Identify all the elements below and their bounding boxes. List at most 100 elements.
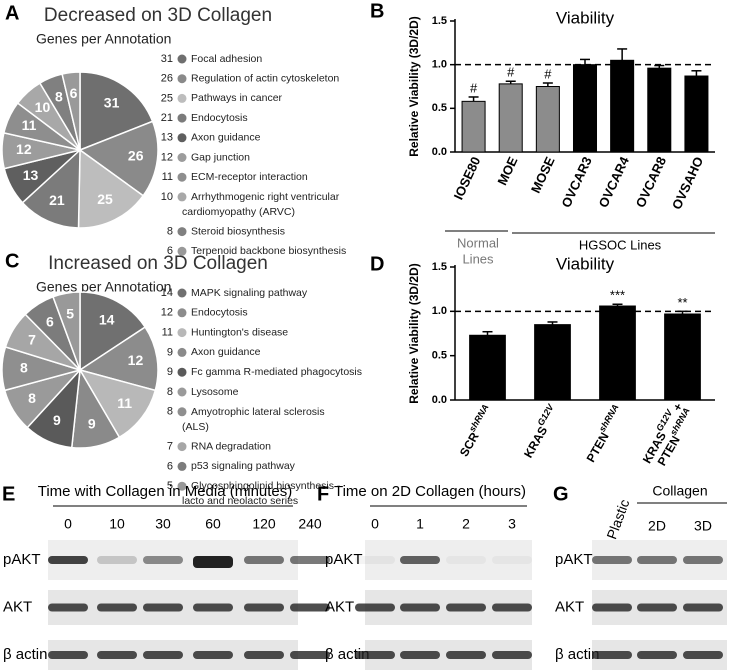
band [400, 556, 440, 564]
band [637, 556, 677, 564]
legend-swatch [177, 74, 187, 84]
y-tick-label: 1.5 [432, 261, 447, 273]
legend-count: 26 [161, 73, 173, 85]
slice-label: 13 [23, 167, 39, 183]
significance-label: # [544, 66, 552, 81]
legend-swatch [177, 442, 187, 452]
band [290, 651, 330, 659]
band [355, 651, 395, 659]
band [193, 651, 233, 659]
legend-swatch [177, 308, 187, 318]
legend-count: 5 [167, 480, 173, 492]
legend-swatch [177, 367, 187, 377]
lane-label: 0 [371, 516, 379, 532]
slice-label: 7 [28, 331, 36, 347]
band [97, 603, 137, 612]
band [143, 603, 183, 612]
significance-label: # [507, 65, 515, 80]
band [244, 651, 284, 659]
legend-swatch [177, 227, 187, 237]
legend-label: Axon guidance [191, 346, 261, 358]
legend-swatch [177, 153, 187, 162]
legend-count: 6 [167, 460, 173, 472]
legend-count: 11 [162, 171, 173, 183]
group-label: HGSOC Lines [579, 237, 662, 252]
legend-label: Focal adhesion [191, 53, 262, 65]
y-axis-label: Relative Viability (3D/2D) [407, 263, 421, 404]
legend-count: 7 [167, 441, 173, 453]
band [355, 556, 395, 564]
legend-count: 9 [167, 366, 173, 378]
band [143, 556, 183, 564]
pie-slice [78, 368, 157, 439]
legend-count: 14 [161, 287, 173, 299]
legend-label: ECM-receptor interaction [191, 171, 308, 183]
x-tick-label-part: shRNA [597, 403, 621, 434]
legend-swatch [177, 246, 187, 256]
blot-strip [365, 540, 532, 580]
band [244, 556, 284, 564]
band [492, 556, 532, 564]
legend-swatch [177, 93, 187, 103]
y-tick-label: 0.5 [432, 350, 447, 362]
slice-label: 8 [55, 89, 63, 105]
pie-slice [79, 291, 147, 372]
slice-label: 9 [53, 412, 61, 428]
legend-count: 11 [162, 327, 173, 339]
band [244, 603, 284, 612]
y-tick-label: 0.5 [432, 102, 447, 114]
slice-label: 31 [104, 94, 120, 110]
legend-count: 9 [167, 346, 173, 358]
legend-swatch [177, 481, 187, 491]
band [446, 603, 486, 612]
panel-label: G [553, 483, 569, 505]
legend-count: 8 [167, 406, 173, 418]
legend-count: 21 [161, 112, 173, 124]
bar [469, 334, 506, 401]
bar [572, 64, 598, 153]
row-label: AKT [555, 598, 584, 615]
legend-label: Amyotrophic lateral sclerosis (ALS) [182, 406, 325, 433]
lane-label: 2 [462, 516, 470, 532]
band [97, 556, 137, 564]
group-label: Normal [457, 235, 499, 250]
legend-label: p53 signaling pathway [191, 460, 296, 472]
legend-label: Endocytosis [191, 307, 248, 319]
band [592, 603, 632, 612]
band [193, 556, 233, 568]
band [48, 556, 88, 564]
legend-label: Terpenoid backbone biosynthesis [191, 245, 346, 257]
bar [647, 67, 672, 153]
y-tick-label: 0.0 [432, 394, 447, 406]
band [683, 603, 723, 612]
row-label: pAKT [325, 551, 363, 568]
legend-count: 8 [167, 386, 173, 398]
blot-title: Time on 2D Collagen (hours) [334, 483, 526, 500]
band [683, 651, 723, 659]
group-label: Lines [462, 251, 494, 266]
bar [664, 313, 701, 401]
legend-label: Arrhythmogenic right ventricular cardiomy… [182, 191, 340, 218]
lane-label: 3 [508, 516, 516, 532]
band [97, 651, 137, 659]
band [48, 603, 88, 612]
slice-label: 10 [35, 99, 51, 115]
pie-slice [78, 120, 159, 197]
legend-label: Steroid biosynthesis [191, 225, 285, 237]
bar [461, 100, 486, 153]
x-tick-label-part: shRNA [467, 403, 491, 434]
panel-label: B [370, 0, 384, 22]
significance-label: ** [677, 295, 687, 310]
band [290, 603, 330, 612]
x-tick-label-part: KRAS [521, 424, 550, 460]
x-tick-label: PTENshRNA [581, 403, 627, 465]
x-tick-label-part: SCR [457, 430, 482, 459]
slice-label: 14 [99, 311, 115, 327]
legend-count: 31 [161, 53, 173, 65]
slice-label: 6 [46, 313, 54, 329]
x-tick-label: MOE [494, 154, 520, 187]
x-tick-label: KRASG12V [519, 402, 563, 461]
lane-label: 2D [648, 518, 666, 534]
x-tick-label: OVCAR4 [595, 154, 632, 210]
